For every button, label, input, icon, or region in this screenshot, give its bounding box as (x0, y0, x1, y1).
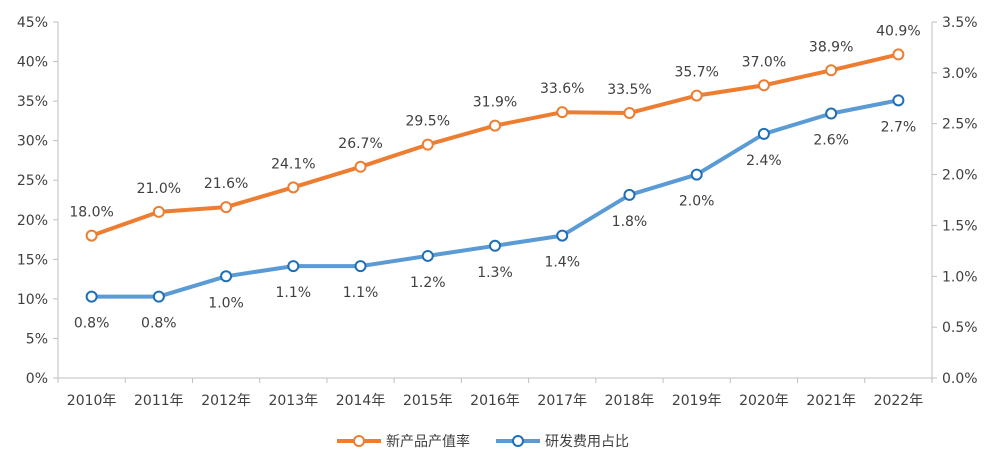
right-tick-label: 0.5% (942, 320, 978, 336)
right-tick-label: 2.5% (942, 117, 978, 133)
series-2-data-label: 2.0% (679, 194, 715, 210)
series-2-data-label: 0.8% (141, 316, 177, 332)
left-y-axis-ticks: 0% 5% 10% 15% 20% 25% 30% 35% 40% 45% (17, 15, 58, 387)
legend-label-series-2: 研发费用占比 (545, 434, 629, 450)
data-labels: 18.0% 21.0% 21.6% 24.1% 26.7% 29.5% 31.9% 33.6%… (69, 23, 920, 331)
left-tick-label: 35% (17, 94, 48, 110)
series-1-data-label: 33.6% (540, 81, 584, 97)
series-2-point (354, 260, 367, 273)
series-2-data-label: 2.6% (813, 133, 849, 149)
series-1-point (85, 229, 98, 242)
series-2-data-label: 1.1% (276, 285, 312, 301)
series-1-point (287, 181, 300, 194)
x-tick-label: 2011年 (134, 393, 184, 409)
series-1-data-label: 33.5% (607, 82, 651, 98)
series-1-data-label: 21.6% (204, 176, 248, 192)
right-tick-label: 3.5% (942, 15, 978, 31)
left-tick-label: 20% (17, 213, 48, 229)
x-axis-ticks: 2010年 2011年 2012年 2013年 2014年 2015年 2016年 2017年… (57, 378, 933, 409)
series-1-point (757, 79, 770, 92)
series-1-point (421, 138, 434, 151)
x-tick-label: 2016年 (470, 393, 520, 409)
series-1-point (489, 119, 501, 132)
x-tick-label: 2013年 (268, 393, 318, 409)
x-tick-label: 2022年 (874, 393, 924, 409)
x-tick-label: 2020年 (739, 393, 789, 409)
series-1-data-label: 18.0% (69, 205, 113, 221)
series-1-data-label: 29.5% (406, 114, 450, 130)
right-tick-label: 3.0% (942, 66, 978, 82)
series-1-data-label: 21.0% (137, 181, 181, 197)
series-1-point (892, 48, 905, 61)
legend-label-series-1: 新产品产值率 (386, 433, 470, 450)
series-1-data-label: 40.9% (876, 23, 920, 39)
legend-item-series-2: 研发费用占比 (496, 434, 629, 450)
series-points (85, 48, 905, 303)
series-2-point (825, 107, 838, 120)
x-tick-label: 2012年 (201, 393, 251, 409)
series-2-data-label: 1.1% (343, 285, 379, 301)
right-tick-label: 2.0% (942, 168, 978, 184)
series-2-point (152, 290, 165, 303)
left-tick-label: 10% (17, 292, 48, 308)
x-tick-label: 2021年 (806, 393, 856, 409)
series-1-data-label: 38.9% (809, 39, 853, 55)
series-1-data-label: 24.1% (271, 156, 315, 172)
series-1-data-label: 26.7% (338, 136, 382, 152)
series-2-point (892, 94, 905, 107)
left-tick-label: 5% (26, 331, 48, 347)
series-2-point (556, 229, 569, 242)
series-1-data-label: 31.9% (473, 95, 517, 111)
series-1-data-label: 35.7% (674, 65, 718, 81)
series-1-point (825, 64, 838, 77)
series-2-point (623, 188, 636, 201)
right-tick-label: 0.0% (942, 371, 978, 387)
left-tick-label: 40% (17, 55, 48, 71)
series-1-point (354, 160, 367, 173)
series-2-data-label: 2.4% (746, 153, 782, 169)
series-2-data-label: 1.4% (544, 255, 580, 271)
series-1-point (556, 106, 569, 119)
series-2-data-label: 1.8% (612, 214, 648, 230)
x-tick-label: 2017年 (537, 393, 587, 409)
series-2-point (421, 249, 434, 262)
series-2-data-label: 1.2% (410, 275, 446, 291)
x-tick-label: 2014年 (336, 393, 386, 409)
x-tick-label: 2010年 (67, 393, 117, 409)
series-2-data-label: 1.0% (208, 295, 244, 311)
series-2-point (85, 290, 98, 303)
series-2-point (489, 239, 501, 252)
legend-marker-series-2 (512, 435, 524, 447)
series-1-point (152, 205, 165, 218)
axes (57, 22, 933, 379)
right-tick-label: 1.0% (942, 269, 978, 285)
left-tick-label: 30% (17, 134, 48, 150)
right-y-axis-ticks: 0.0% 0.5% 1.0% 1.5% 2.0% 2.5% 3.0% 3.5% (932, 15, 978, 387)
series-2-data-label: 0.8% (74, 316, 110, 332)
series-line-1 (89, 52, 901, 238)
series-1-point (623, 106, 636, 119)
legend: 新产品产值率 研发费用占比 (337, 433, 629, 450)
series-2-point (690, 168, 703, 181)
series-1-point (690, 89, 703, 102)
series-1-point (220, 201, 233, 214)
left-tick-label: 45% (17, 15, 48, 31)
legend-marker-series-1 (353, 435, 365, 447)
series-2-point (220, 270, 233, 283)
legend-item-series-1: 新产品产值率 (337, 433, 470, 450)
x-tick-label: 2015年 (403, 393, 453, 409)
left-tick-label: 25% (17, 173, 48, 189)
series-2-point (757, 127, 770, 140)
series-2-point (287, 260, 300, 273)
x-tick-label: 2019年 (672, 393, 722, 409)
x-tick-label: 2018年 (605, 393, 655, 409)
left-tick-label: 15% (17, 252, 48, 268)
right-tick-label: 1.5% (942, 218, 978, 234)
series-2-data-label: 2.7% (881, 119, 917, 135)
series-2-data-label: 1.3% (477, 265, 513, 281)
series-1-data-label: 37.0% (742, 54, 786, 70)
left-tick-label: 0% (26, 371, 48, 387)
